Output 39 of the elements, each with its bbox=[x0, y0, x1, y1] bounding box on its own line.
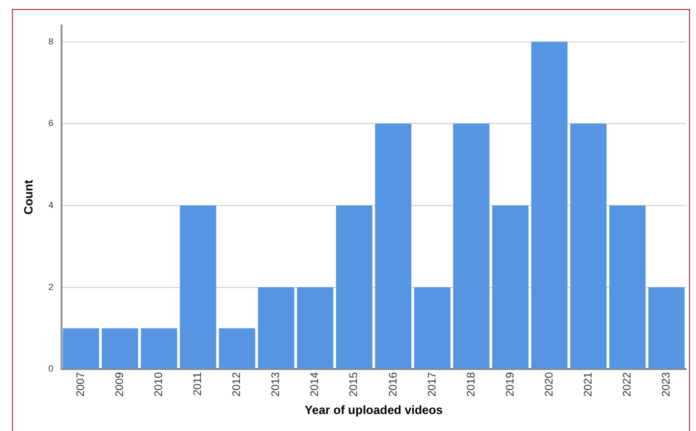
x-tick-label: 2015 bbox=[348, 372, 360, 397]
y-tick-label: 2 bbox=[48, 282, 54, 292]
bar bbox=[414, 287, 450, 369]
x-tick-label: 2023 bbox=[660, 372, 673, 397]
x-tick-label: 2012 bbox=[231, 372, 244, 397]
x-tick-label: 2009 bbox=[114, 372, 126, 397]
y-tick-label: 8 bbox=[48, 36, 54, 46]
y-axis-title: Count bbox=[22, 180, 36, 215]
bar bbox=[648, 287, 685, 369]
bar bbox=[336, 205, 372, 369]
bar bbox=[453, 124, 490, 369]
bar bbox=[218, 328, 256, 369]
bar bbox=[180, 205, 216, 369]
x-tick-label: 2014 bbox=[309, 372, 322, 397]
x-tick-label: 2010 bbox=[153, 372, 166, 397]
x-tick-label: 2016 bbox=[387, 372, 400, 397]
bar bbox=[140, 328, 178, 369]
x-tick-label: 2021 bbox=[582, 372, 594, 397]
bar bbox=[296, 287, 334, 369]
x-tick-label: 2011 bbox=[192, 372, 204, 396]
bar bbox=[62, 328, 100, 369]
bar bbox=[492, 205, 528, 369]
x-tick-label: 2018 bbox=[465, 372, 478, 397]
y-tick-label: 0 bbox=[48, 364, 54, 374]
x-tick-label: 2007 bbox=[74, 372, 87, 397]
y-tick-label: 4 bbox=[48, 200, 54, 210]
bar bbox=[531, 42, 568, 369]
bar bbox=[375, 124, 412, 369]
x-axis-title: Year of uploaded videos bbox=[304, 403, 444, 418]
bar bbox=[102, 328, 138, 369]
x-tick-label: 2019 bbox=[504, 372, 516, 397]
bar bbox=[570, 124, 607, 369]
y-tick-label: 6 bbox=[48, 118, 54, 128]
bar bbox=[258, 287, 294, 369]
x-tick-label: 2022 bbox=[621, 372, 634, 397]
bar bbox=[609, 205, 646, 369]
x-tick-label: 2020 bbox=[543, 372, 556, 397]
x-tick-label: 2017 bbox=[426, 372, 438, 397]
x-tick-label: 2013 bbox=[270, 372, 282, 397]
